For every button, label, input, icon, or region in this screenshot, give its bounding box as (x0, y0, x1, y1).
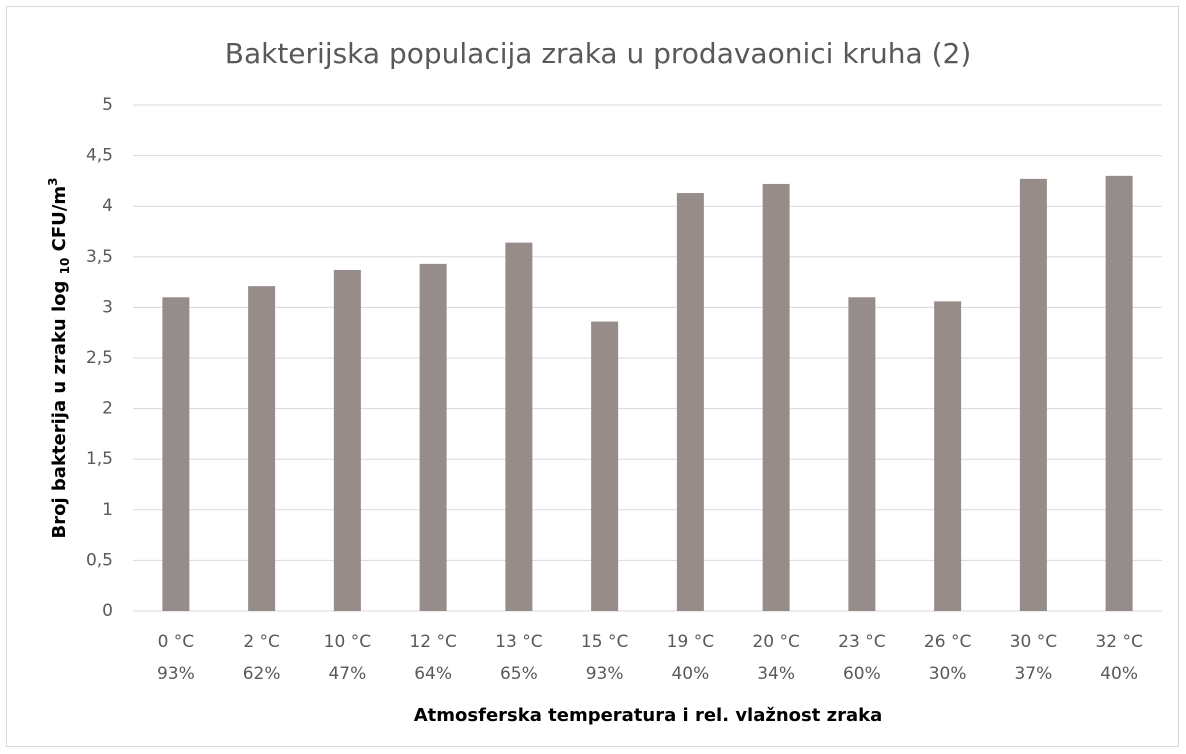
bar (333, 269, 361, 611)
x-tick-label: 30 °C (1010, 632, 1057, 652)
bar (419, 263, 447, 611)
y-label-sub: 10 (58, 258, 72, 275)
bar (848, 297, 876, 611)
y-tick-label: 5 (102, 95, 113, 115)
bar (1019, 178, 1047, 611)
bar (676, 193, 704, 611)
x-tick-label: 60% (843, 664, 881, 684)
y-tick-label: 1 (102, 500, 113, 520)
x-tick-label: 62% (243, 664, 281, 684)
y-label-text: Broj bakterija u zraku log (49, 281, 70, 539)
chart-title: Bakterijska populacija zraka u prodavaon… (225, 37, 972, 70)
x-tick-label: 34% (757, 664, 795, 684)
x-tick-label: 37% (1014, 664, 1052, 684)
bar (934, 301, 962, 611)
x-tick-label: 10 °C (324, 632, 371, 652)
bar (1105, 175, 1133, 611)
x-tick-label: 20 °C (752, 632, 799, 652)
x-tick-label: 0 °C (158, 632, 195, 652)
x-tick-label: 19 °C (667, 632, 714, 652)
y-axis-label: Broj bakterija u zraku log 10 CFU/m3 (46, 178, 76, 539)
bar (762, 183, 790, 611)
x-axis-label: Atmosferska temperatura i rel. vlažnost … (414, 705, 882, 726)
x-tick-label: 32 °C (1095, 632, 1142, 652)
x-tick-label: 23 °C (838, 632, 885, 652)
bar (248, 286, 276, 611)
x-tick-label: 13 °C (495, 632, 542, 652)
x-tick-label: 15 °C (581, 632, 628, 652)
x-tick-label: 64% (414, 664, 452, 684)
x-tick-label: 2 °C (243, 632, 280, 652)
y-tick-label: 4,5 (86, 146, 113, 166)
y-tick-label: 3,5 (86, 247, 113, 267)
x-tick-label: 65% (500, 664, 538, 684)
y-tick-label: 3 (102, 297, 113, 317)
y-label-sup: 3 (46, 178, 60, 186)
y-tick-label: 0 (102, 601, 113, 621)
y-tick-label: 1,5 (86, 449, 113, 469)
x-tick-label: 26 °C (924, 632, 971, 652)
bar (162, 297, 190, 611)
x-tick-label: 40% (671, 664, 709, 684)
x-tick-label: 93% (586, 664, 624, 684)
x-tick-label: 93% (157, 664, 195, 684)
bar (505, 242, 533, 611)
y-tick-label: 2 (102, 399, 113, 419)
x-tick-label: 30% (929, 664, 967, 684)
x-tick-label: 47% (328, 664, 366, 684)
y-label-unit: CFU/m (49, 186, 70, 251)
y-tick-label: 4 (102, 196, 113, 216)
y-tick-label: 0,5 (86, 550, 113, 570)
x-tick-label: 40% (1100, 664, 1138, 684)
y-tick-label: 2,5 (86, 348, 113, 368)
bar (591, 321, 619, 611)
x-tick-label: 12 °C (409, 632, 456, 652)
